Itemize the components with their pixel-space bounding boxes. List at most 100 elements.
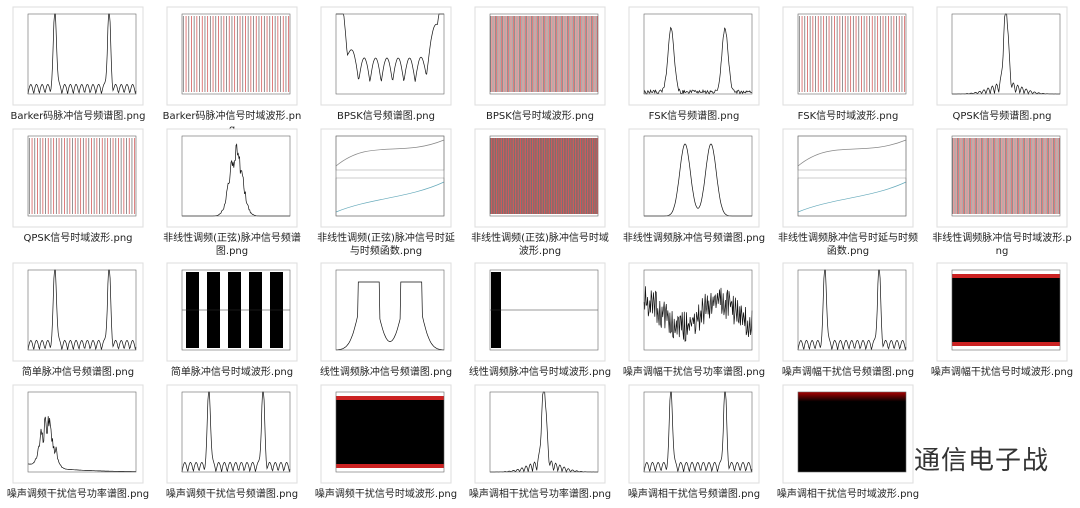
plot-axes	[951, 13, 1061, 95]
file-name: 线性调频脉冲信号时域波形.png	[468, 367, 612, 378]
plot-line	[27, 416, 136, 472]
plot-line	[643, 391, 753, 473]
file-name: 非线性调频(正弦)脉冲信号时延与时频函数.png	[317, 233, 455, 257]
thumbnail	[628, 6, 760, 106]
thumbnail	[320, 384, 452, 484]
thumbnail	[166, 128, 298, 228]
file-item[interactable]: FSK信号频谱图.png	[618, 6, 770, 123]
file-name: FSK信号频谱图.png	[648, 111, 740, 122]
file-item[interactable]: 非线性调频脉冲信号时域波形.png	[926, 128, 1078, 258]
thumb-frame	[628, 128, 760, 228]
plot-line	[27, 269, 137, 351]
block	[798, 392, 906, 472]
file-item[interactable]: 噪声调频干扰信号功率谱图.png	[2, 384, 154, 501]
plot-line	[181, 391, 291, 473]
thumbnail	[782, 262, 914, 362]
plot-axes	[181, 135, 291, 217]
plot-axes	[797, 269, 907, 351]
edge	[336, 396, 444, 400]
thumbnail	[628, 128, 760, 228]
plot-axes	[643, 391, 753, 473]
plot-line	[27, 13, 137, 95]
file-item[interactable]: 非线性调频(正弦)脉冲信号时延与时频函数.png	[310, 128, 462, 258]
plot-line	[643, 286, 753, 342]
file-item[interactable]: 简单脉冲信号频谱图.png	[2, 262, 154, 379]
plot-axes	[335, 391, 445, 473]
file-name: 噪声调幅干扰信号时域波形.png	[930, 367, 1074, 378]
thumbnail	[320, 6, 452, 106]
file-item[interactable]: 线性调频脉冲信号频谱图.png	[310, 262, 462, 379]
plot-line	[336, 13, 444, 82]
plot-axes	[27, 13, 137, 95]
file-item[interactable]: FSK信号时域波形.png	[772, 6, 924, 123]
thumbnail	[628, 262, 760, 362]
file-item[interactable]: 线性调频脉冲信号时域波形.png	[464, 262, 616, 379]
file-item[interactable]: QPSK信号频谱图.png	[926, 6, 1078, 123]
file-item[interactable]: 噪声调相干扰信号时域波形.png	[772, 384, 924, 501]
plot-axes	[335, 135, 445, 217]
plot-axes	[951, 135, 1061, 217]
file-name: 噪声调相干扰信号功率谱图.png	[468, 489, 612, 500]
thumbnail	[166, 262, 298, 362]
plot-axes	[797, 391, 907, 473]
edge	[952, 274, 1060, 278]
file-name: 噪声调相干扰信号频谱图.png	[627, 489, 761, 500]
plot-axes	[335, 269, 445, 351]
file-item[interactable]: BPSK信号时域波形.png	[464, 6, 616, 123]
file-item[interactable]: 非线性调频(正弦)脉冲信号频谱图.png	[156, 128, 308, 258]
thumbnail	[474, 262, 606, 362]
file-item[interactable]: 噪声调频干扰信号时域波形.png	[310, 384, 462, 501]
thumbnail	[782, 128, 914, 228]
file-item[interactable]: 噪声调相干扰信号频谱图.png	[618, 384, 770, 501]
thumbnail	[782, 6, 914, 106]
file-name: 非线性调频脉冲信号频谱图.png	[622, 233, 766, 244]
file-name: 线性调频脉冲信号频谱图.png	[319, 367, 453, 378]
thumb-frame	[320, 262, 452, 362]
file-name: 噪声调幅干扰信号功率谱图.png	[622, 367, 766, 378]
plot-axes	[643, 269, 753, 351]
thumbnail	[12, 6, 144, 106]
file-name: 简单脉冲信号频谱图.png	[21, 367, 135, 378]
file-item[interactable]: Barker码脉冲信号时域波形.png	[156, 6, 308, 136]
file-name: 噪声调频干扰信号功率谱图.png	[6, 489, 150, 500]
file-item[interactable]: 非线性调频脉冲信号时延与时频函数.png	[772, 128, 924, 258]
file-item[interactable]: Barker码脉冲信号频谱图.png	[2, 6, 154, 123]
file-item[interactable]: 噪声调幅干扰信号频谱图.png	[772, 262, 924, 379]
thumbnail	[320, 128, 452, 228]
file-item[interactable]: 噪声调频干扰信号频谱图.png	[156, 384, 308, 501]
thumbnail	[628, 384, 760, 484]
file-name: 噪声调幅干扰信号频谱图.png	[781, 367, 915, 378]
file-name: 非线性调频(正弦)脉冲信号时域波形.png	[471, 233, 609, 257]
plot-axes	[951, 269, 1061, 351]
plot-axes	[643, 13, 753, 95]
file-name: FSK信号时域波形.png	[797, 111, 899, 122]
thumbnail	[12, 262, 144, 362]
thumbnail	[166, 6, 298, 106]
plot-axes	[27, 135, 137, 217]
file-item[interactable]: 噪声调幅干扰信号功率谱图.png	[618, 262, 770, 379]
thumbnail	[12, 384, 144, 484]
thumb-frame	[474, 384, 606, 484]
file-item[interactable]: QPSK信号时域波形.png	[2, 128, 154, 245]
file-name: BPSK信号时域波形.png	[485, 111, 594, 122]
plot-axes	[181, 13, 291, 95]
file-item[interactable]: BPSK信号频谱图.png	[310, 6, 462, 123]
file-name: Barker码脉冲信号频谱图.png	[10, 111, 146, 122]
edge	[952, 342, 1060, 346]
file-item[interactable]: 噪声调相干扰信号功率谱图.png	[464, 384, 616, 501]
file-name: 噪声调频干扰信号频谱图.png	[165, 489, 299, 500]
file-name: 简单脉冲信号时域波形.png	[170, 367, 294, 378]
plot-axes	[335, 13, 445, 95]
file-item[interactable]: 简单脉冲信号时域波形.png	[156, 262, 308, 379]
thumbnail	[474, 128, 606, 228]
file-item[interactable]: 噪声调幅干扰信号时域波形.png	[926, 262, 1078, 379]
plot-axes	[489, 13, 599, 95]
plot-axes	[797, 13, 907, 95]
file-name: 噪声调频干扰信号时域波形.png	[314, 489, 458, 500]
file-name: 噪声调相干扰信号时域波形.png	[776, 489, 920, 500]
file-item[interactable]: 非线性调频脉冲信号频谱图.png	[618, 128, 770, 245]
plot-axes	[181, 269, 291, 351]
file-item[interactable]: 非线性调频(正弦)脉冲信号时域波形.png	[464, 128, 616, 258]
thumbnail	[936, 262, 1068, 362]
